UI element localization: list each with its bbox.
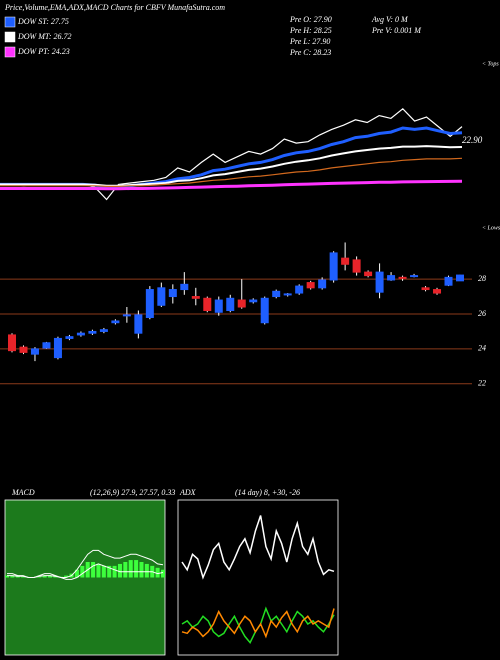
y-tick-label: 28 [478,274,486,283]
histogram-bar [128,560,133,578]
price-line [0,157,463,187]
candle-body [88,330,97,334]
candle-body [65,336,74,339]
histogram-bar [53,576,58,578]
candle-body [99,329,108,332]
legend-label: DOW MT: 26.72 [17,32,72,41]
candle-body [30,348,39,355]
candle-body [157,287,166,306]
candle-body [249,299,258,303]
histogram-bar [91,562,96,578]
candle-body [364,271,373,277]
annotation: 22.90 [462,135,483,145]
histogram-bar [117,563,122,578]
candle-body [111,320,120,324]
candle-body [237,299,246,308]
histogram-bar [5,575,9,578]
candle-body [306,282,315,289]
candle-body [341,257,350,265]
histogram-bar [80,565,85,578]
panel-params: (14 day) 8, +30, -26 [235,488,300,497]
histogram-bar [21,576,26,578]
info: Pre C: 28.23 [289,48,331,57]
legend-swatch [4,16,16,28]
candle-body [203,297,212,312]
histogram-bar [96,563,101,578]
candle-body [122,314,131,317]
candle-body [329,252,338,281]
candle-body [226,297,235,312]
candle-body [168,289,177,298]
candle-body [191,296,200,299]
info: Pre O: 27.90 [289,15,332,24]
y-tick-label: 22 [478,379,486,388]
histogram-bar [155,567,160,578]
candle-body [433,289,442,294]
candle-body [456,274,464,282]
histogram-bar [134,560,139,578]
histogram-bar [139,562,144,578]
histogram-bar [112,565,117,578]
histogram-bar [64,575,69,578]
candle-body [134,314,143,334]
histogram-bar [144,563,149,578]
histogram-bar [42,575,47,578]
histogram-bar [161,569,165,578]
candle-body [19,346,28,353]
histogram-bar [74,569,79,578]
panel-params: (12,26,9) 27.9, 27.57, 0.33 [90,488,175,497]
price-line [0,179,463,191]
info: Avg V: 0 M [371,15,409,24]
y-tick-label: 26 [478,309,486,318]
candle-body [410,275,419,278]
info: Pre L: 27.90 [289,37,330,46]
panel-title: MACD [11,488,35,497]
candle-body [8,334,16,352]
candle-body [387,275,396,281]
candle-body [318,279,327,289]
info: Pre V: 0.001 M [371,26,422,35]
candle-body [272,290,281,298]
price-line [0,145,463,187]
panel-title: ADX [179,488,197,497]
candle-body [352,259,361,273]
side-label: < Lows [482,225,500,231]
histogram-bar [37,576,42,578]
adx-line [181,515,335,580]
adx-line [181,608,335,639]
candle-body [283,293,292,296]
info: Pre H: 28.25 [289,26,332,35]
side-label: < Tops [482,61,499,67]
candle-body [421,287,430,291]
candle-body [42,342,51,349]
candle-body [375,271,384,293]
histogram-bar [107,565,112,578]
candle-body [214,299,223,313]
histogram-bar [123,562,128,578]
candle-body [145,289,154,318]
candle-body [444,276,453,286]
legend-swatch [4,46,16,58]
candle-body [295,285,304,294]
candle-body [260,297,269,324]
candle-body [180,283,189,291]
candle-body [76,332,85,336]
y-tick-label: 24 [478,344,486,353]
legend-label: DOW ST: 27.75 [17,17,69,26]
candle-body [398,276,407,279]
candle-body [53,337,62,359]
page-title: Price,Volume,EMA,ADX,MACD Charts for CBF… [4,3,225,12]
legend-swatch [4,31,16,43]
histogram-bar [48,575,53,578]
histogram-bar [101,565,106,578]
histogram-bar [15,576,20,578]
histogram-bar [10,575,15,578]
legend-label: DOW PT: 24.23 [17,47,70,56]
macd-line [7,563,164,580]
